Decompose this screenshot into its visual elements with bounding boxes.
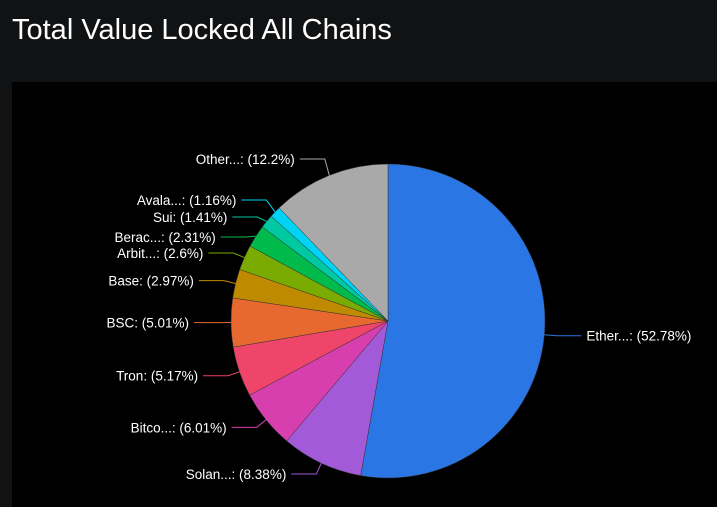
chart-title: Total Value Locked All Chains xyxy=(12,14,392,46)
leader-line xyxy=(208,252,245,259)
slice-label: Sui: (1.41%) xyxy=(153,210,227,225)
leader-line xyxy=(231,419,267,428)
slice-label: Berac...: (2.31%) xyxy=(114,230,215,245)
pie-slice[interactable] xyxy=(360,163,546,479)
slice-label: Solan...: (8.38%) xyxy=(186,467,287,482)
slice-label: Ether...: (52.78%) xyxy=(586,329,691,344)
leader-line xyxy=(203,371,240,377)
leader-line xyxy=(241,199,276,213)
leader-line xyxy=(291,462,322,475)
leader-line xyxy=(198,280,236,285)
slice-label: Tron: (5.17%) xyxy=(116,369,198,384)
slice-label: Avala...: (1.16%) xyxy=(137,193,237,208)
slice-label: Arbit...: (2.6%) xyxy=(117,246,203,261)
leader-line xyxy=(299,158,330,176)
slice-label: BSC: (5.01%) xyxy=(106,316,189,331)
slice-label: Base: (2.97%) xyxy=(108,274,194,289)
leader-line xyxy=(220,235,256,238)
leader-line xyxy=(232,216,267,222)
leader-line xyxy=(544,334,582,337)
slice-label: Bitco...: (6.01%) xyxy=(131,420,227,435)
slice-label: Other...: (12.2%) xyxy=(196,152,295,167)
